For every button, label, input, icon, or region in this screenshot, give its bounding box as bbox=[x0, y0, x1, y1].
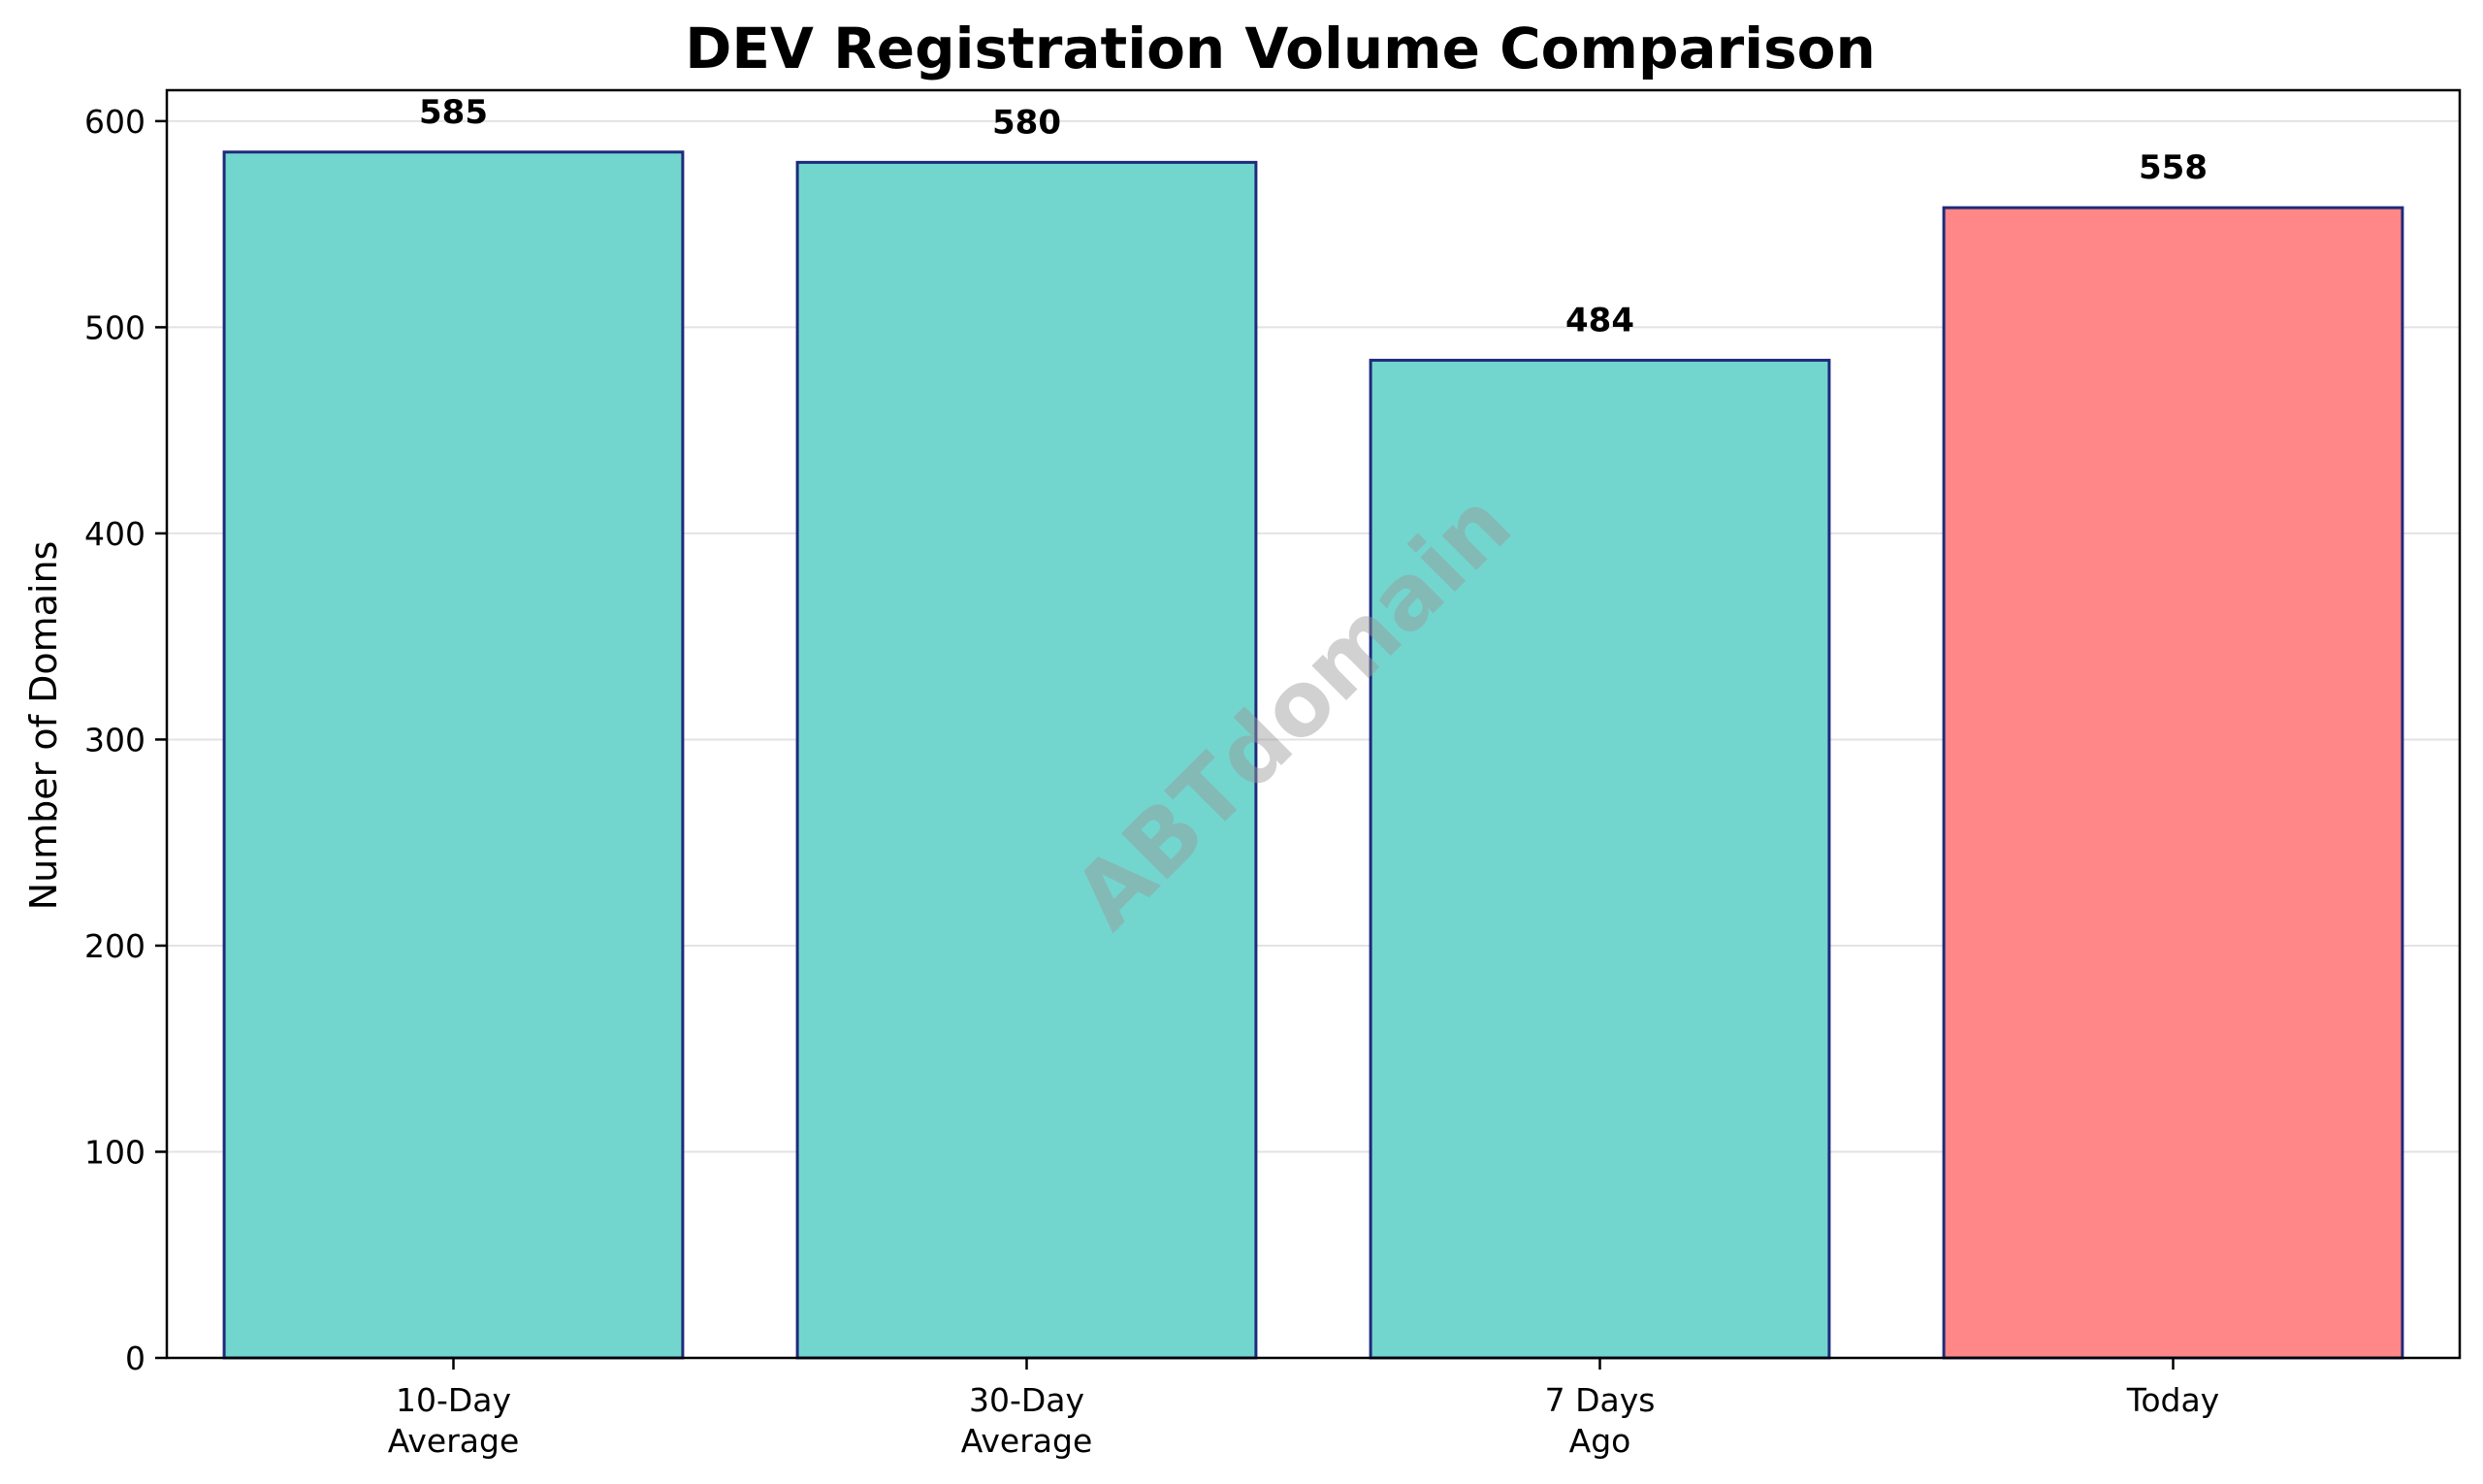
y-tick-label: 500 bbox=[84, 308, 145, 346]
x-tick-label: 10-Day Average bbox=[388, 1381, 520, 1460]
bar-value-label: 585 bbox=[419, 93, 488, 132]
y-tick-label: 600 bbox=[84, 103, 145, 141]
bars: 585 580 484 558 bbox=[222, 93, 2404, 1360]
axes: 10-Day Average 30-Day Average 7 Days Ago Today… bbox=[84, 88, 2462, 1460]
x-tick-label: 7 Days Ago bbox=[1545, 1381, 1656, 1460]
y-tick-label: 0 bbox=[125, 1339, 145, 1377]
bar-value-label: 558 bbox=[2139, 148, 2208, 187]
y-tick-label: 200 bbox=[84, 927, 145, 965]
x-tick-label: 30-Day Average bbox=[961, 1381, 1093, 1460]
bar bbox=[1369, 358, 1831, 1360]
y-tick-label: 300 bbox=[84, 721, 145, 758]
chart-title: DEV Registration Volume Comparison bbox=[685, 16, 1876, 81]
y-tick-label: 100 bbox=[84, 1133, 145, 1171]
bar-value-label: 580 bbox=[992, 103, 1061, 142]
plot-frame bbox=[165, 88, 2462, 1360]
y-tick-label: 400 bbox=[84, 515, 145, 553]
x-tick-label: Today bbox=[2126, 1381, 2219, 1419]
y-axis-label: Number of Domains bbox=[22, 541, 65, 911]
bar-value-label: 484 bbox=[1565, 301, 1634, 339]
bar bbox=[1942, 206, 2404, 1360]
bar bbox=[795, 160, 1258, 1360]
bar bbox=[222, 150, 685, 1360]
